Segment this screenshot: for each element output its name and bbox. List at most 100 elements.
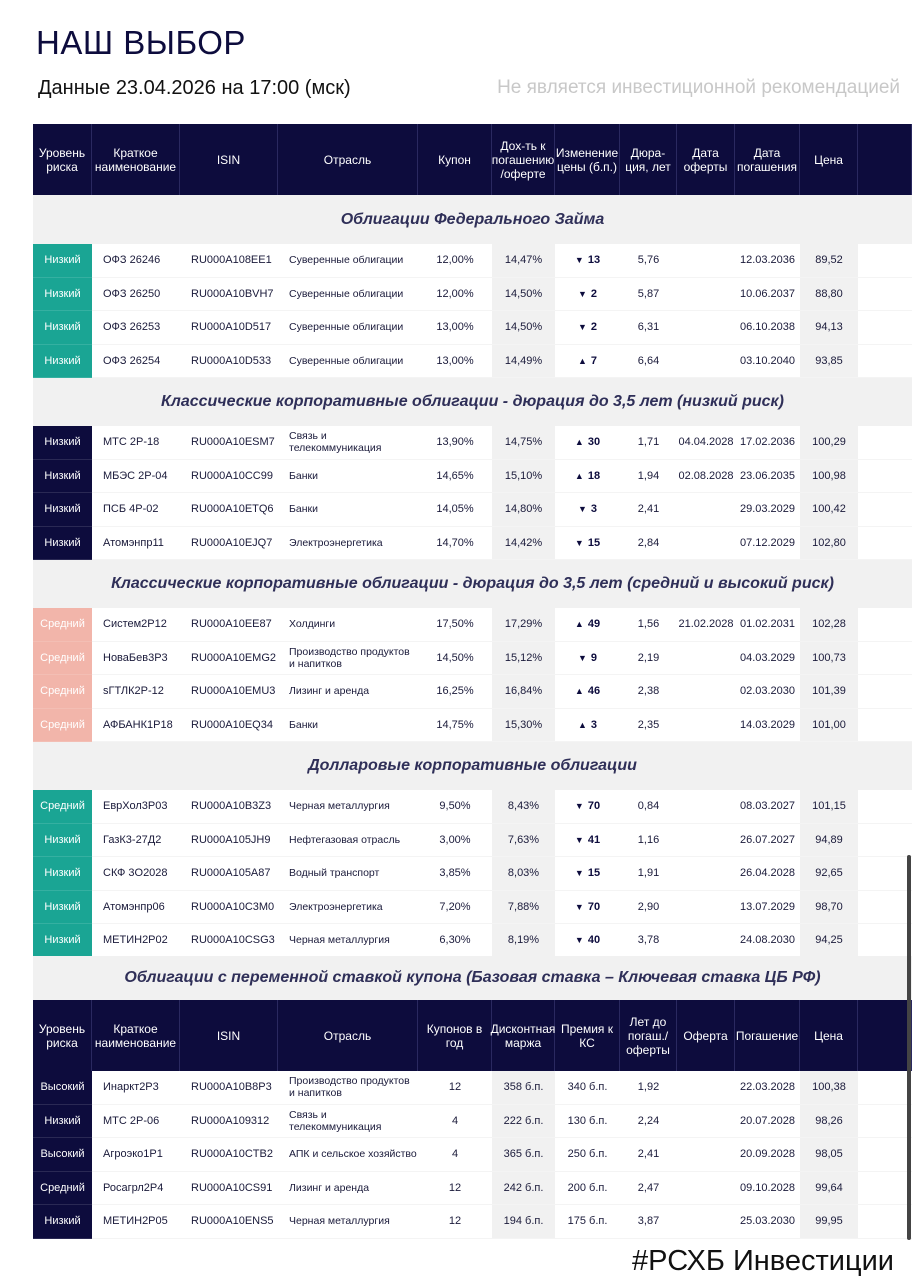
offer — [677, 1205, 735, 1239]
change-value: 2 — [590, 287, 598, 300]
offer — [677, 1138, 735, 1172]
price: 100,73 — [800, 641, 858, 675]
price-change: ▼ 40 — [555, 924, 620, 958]
maturity-date: 26.04.2028 — [735, 857, 800, 891]
table-row: Средний Росагрл2Р4 RU000A10CS91 Лизинг и ар… — [33, 1171, 912, 1205]
price: 88,80 — [800, 277, 858, 311]
maturity-date: 04.03.2029 — [735, 641, 800, 675]
table-row: Низкий МЕТИН2Р05 RU000A10ENS5 Черная металл… — [33, 1205, 912, 1239]
years-to-maturity: 2,24 — [620, 1104, 677, 1138]
coupon: 7,20% — [418, 890, 492, 924]
row-spacer — [858, 277, 912, 311]
row-spacer — [858, 244, 912, 278]
isin: RU000A10ETQ6 — [180, 493, 278, 527]
change-value: 49 — [587, 618, 601, 631]
isin: RU000A10BVH7 — [180, 277, 278, 311]
table-row: Низкий Атомэнпр11 RU000A10EJQ7 Электроэнерг… — [33, 526, 912, 560]
price: 92,65 — [800, 857, 858, 891]
maturity-date: 20.07.2028 — [735, 1104, 800, 1138]
duration: 2,19 — [620, 641, 677, 675]
risk-badge: Низкий — [33, 311, 92, 345]
arrow-up-icon: ▲ — [577, 719, 587, 730]
bond-name: Инаркт2Р3 — [92, 1071, 180, 1105]
sector: Производство продуктов и напитков — [278, 1071, 418, 1105]
price: 94,25 — [800, 924, 858, 958]
price: 102,80 — [800, 526, 858, 560]
yield: 14,50% — [492, 277, 555, 311]
risk-badge: Средний — [33, 608, 92, 642]
section-title: Классические корпоративные облигации - д… — [33, 378, 912, 426]
risk-badge: Низкий — [33, 526, 92, 560]
isin: RU000A10EQ34 — [180, 708, 278, 742]
risk-badge: Низкий — [33, 1104, 92, 1138]
column-header: Краткое наименование — [92, 1000, 180, 1071]
scrollbar[interactable] — [907, 855, 911, 1240]
bond-name: АФБАНК1Р18 — [92, 708, 180, 742]
price-change: ▼ 70 — [555, 890, 620, 924]
offer-date — [677, 823, 735, 857]
maturity-date: 02.03.2030 — [735, 675, 800, 709]
bond-name: ОФЗ 26253 — [92, 311, 180, 345]
price: 101,39 — [800, 675, 858, 709]
price-change: ▼ 15 — [555, 526, 620, 560]
bond-name: СКФ 3О2028 — [92, 857, 180, 891]
floating-bonds-table: Облигации с переменной ставкой купона (Б… — [33, 956, 912, 1239]
years-to-maturity: 2,47 — [620, 1171, 677, 1205]
risk-badge: Низкий — [33, 823, 92, 857]
price-change: ▼ 70 — [555, 790, 620, 824]
risk-badge: Низкий — [33, 1205, 92, 1239]
duration: 2,90 — [620, 890, 677, 924]
duration: 2,38 — [620, 675, 677, 709]
bond-name: НоваБев3Р3 — [92, 641, 180, 675]
column-header-empty — [858, 124, 912, 195]
arrow-up-icon: ▲ — [574, 619, 584, 630]
risk-badge: Низкий — [33, 857, 92, 891]
coupons-per-year: 12 — [418, 1171, 492, 1205]
maturity-date: 03.10.2040 — [735, 344, 800, 378]
risk-badge: Низкий — [33, 277, 92, 311]
isin: RU000A10D517 — [180, 311, 278, 345]
duration: 5,76 — [620, 244, 677, 278]
isin: RU000A10EJQ7 — [180, 526, 278, 560]
arrow-down-icon: ▼ — [577, 652, 587, 663]
column-header: ISIN — [180, 124, 278, 195]
column-header: Погашение — [735, 1000, 800, 1071]
discount-margin: 242 б.п. — [492, 1171, 555, 1205]
row-spacer — [858, 790, 912, 824]
yield: 8,19% — [492, 924, 555, 958]
bond-name: ГазК3-27Д2 — [92, 823, 180, 857]
coupons-per-year: 4 — [418, 1138, 492, 1172]
price-change: ▲ 30 — [555, 426, 620, 460]
maturity-date: 01.02.2031 — [735, 608, 800, 642]
row-spacer — [858, 608, 912, 642]
coupon: 6,30% — [418, 924, 492, 958]
table-row: Низкий ОФЗ 26254 RU000A10D533 Суверенные об… — [33, 344, 912, 378]
arrow-up-icon: ▲ — [574, 686, 584, 697]
table-row: Низкий ОФЗ 26246 RU000A108EE1 Суверенные об… — [33, 244, 912, 278]
arrow-down-icon: ▼ — [574, 834, 584, 845]
price-change: ▲ 18 — [555, 459, 620, 493]
price-change: ▲ 46 — [555, 675, 620, 709]
coupon: 14,50% — [418, 641, 492, 675]
column-header: Премия к КС — [555, 1000, 620, 1071]
row-spacer — [858, 924, 912, 958]
duration: 3,78 — [620, 924, 677, 958]
table-row: Низкий МТС 2Р-06 RU000A109312 Связь и телек… — [33, 1104, 912, 1138]
yield: 14,75% — [492, 426, 555, 460]
arrow-up-icon: ▲ — [574, 470, 584, 481]
column-header: Уровень риска — [33, 124, 92, 195]
column-header: Дата погашения — [735, 124, 800, 195]
table-row: Низкий СКФ 3О2028 RU000A105A87 Водный транс… — [33, 857, 912, 891]
coupon: 14,65% — [418, 459, 492, 493]
row-spacer — [858, 426, 912, 460]
arrow-down-icon: ▼ — [574, 868, 584, 879]
duration: 2,41 — [620, 493, 677, 527]
sector: Лизинг и аренда — [278, 675, 418, 709]
isin: RU000A10EMU3 — [180, 675, 278, 709]
isin: RU000A10D533 — [180, 344, 278, 378]
bonds-table: Уровень риска Краткое наименование ISIN Отр… — [33, 124, 912, 958]
sector: Холдинги — [278, 608, 418, 642]
years-to-maturity: 2,41 — [620, 1138, 677, 1172]
yield: 14,80% — [492, 493, 555, 527]
sector: Лизинг и аренда — [278, 1171, 418, 1205]
